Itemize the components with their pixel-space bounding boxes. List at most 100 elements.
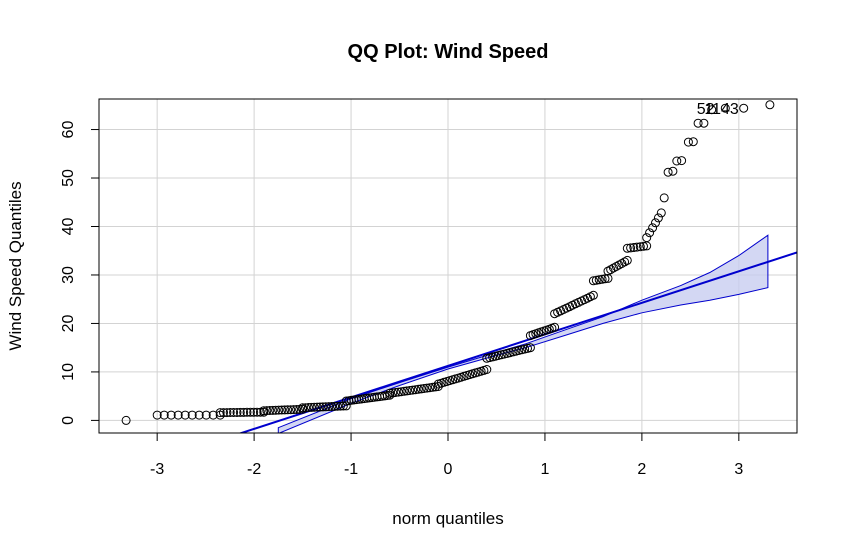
data-point <box>280 405 290 415</box>
data-point <box>651 218 660 228</box>
data-point <box>222 408 232 418</box>
data-point <box>265 406 275 415</box>
chart-title: QQ Plot: Wind Speed <box>348 41 549 63</box>
data-point <box>393 387 403 397</box>
data-point <box>396 387 406 397</box>
data-point <box>194 410 204 420</box>
data-point <box>635 242 645 252</box>
data-point <box>425 383 435 393</box>
grid-lines <box>99 99 797 433</box>
data-point <box>672 156 682 166</box>
data-point <box>249 407 259 417</box>
data-point <box>603 266 613 276</box>
data-point <box>603 273 613 283</box>
data-point <box>620 257 630 267</box>
data-point <box>166 410 176 420</box>
data-point <box>629 243 639 252</box>
data-point <box>324 402 334 412</box>
data-point <box>330 401 340 411</box>
data-point <box>239 407 249 417</box>
data-point <box>315 402 325 412</box>
y-tick-label: 20 <box>60 314 77 332</box>
data-point <box>283 405 293 415</box>
x-axis-label: norm quantiles <box>392 509 504 528</box>
data-point <box>663 167 673 177</box>
data-point <box>391 388 400 397</box>
data-point <box>252 407 262 417</box>
data-point <box>229 408 239 417</box>
data-point <box>656 208 666 218</box>
data-point <box>341 401 351 411</box>
x-tick-label: 0 <box>444 461 453 478</box>
data-point <box>289 405 299 415</box>
x-tick-label: -2 <box>247 461 261 478</box>
data-point <box>301 403 310 413</box>
data-point <box>600 274 610 284</box>
data-point <box>399 386 409 396</box>
data-point <box>274 405 284 415</box>
data-point <box>622 243 632 253</box>
y-tick-label: 30 <box>60 266 77 284</box>
data-point <box>321 402 331 412</box>
x-tick-label: -1 <box>344 461 358 478</box>
data-point <box>408 385 418 395</box>
data-point <box>648 223 658 233</box>
data-point <box>180 410 190 420</box>
data-point <box>327 402 337 411</box>
y-tick-label: 0 <box>60 416 77 425</box>
data-point <box>286 405 296 415</box>
y-tick-label: 40 <box>60 217 77 235</box>
data-point <box>606 265 616 275</box>
data-point <box>385 388 395 398</box>
data-point <box>594 275 604 285</box>
data-point <box>277 405 287 415</box>
data-point <box>219 408 228 418</box>
x-tick-label: 2 <box>637 461 646 478</box>
data-point <box>525 343 535 353</box>
data-point <box>298 403 308 413</box>
data-point <box>306 402 316 412</box>
data-point <box>588 276 598 286</box>
y-axis-ticks: 0 10 20 30 40 50 60 <box>60 121 100 425</box>
data-point <box>668 166 678 176</box>
data-point <box>201 410 211 420</box>
data-point <box>433 382 443 391</box>
plot-frame <box>98 98 798 434</box>
data-point <box>312 402 322 412</box>
data-point <box>152 410 162 420</box>
data-point <box>232 408 242 417</box>
data-point <box>699 118 709 128</box>
data-point <box>235 407 245 417</box>
y-tick-label: 50 <box>60 169 77 187</box>
data-point <box>617 259 627 268</box>
data-point <box>413 384 423 394</box>
data-point <box>402 386 412 396</box>
data-point <box>707 105 717 115</box>
data-point <box>259 406 269 416</box>
data-point <box>245 407 255 417</box>
data-points <box>121 100 775 425</box>
data-point <box>677 156 687 166</box>
x-tick-label: 3 <box>734 461 743 478</box>
data-point <box>739 103 749 113</box>
point-label: 1143 <box>704 101 739 118</box>
data-point <box>159 410 169 420</box>
x-tick-label: -3 <box>150 461 164 478</box>
data-point <box>242 407 252 417</box>
data-point <box>225 408 235 417</box>
data-point <box>187 410 197 420</box>
data-point <box>720 103 730 113</box>
data-point <box>622 255 632 265</box>
data-point <box>482 365 492 374</box>
data-point <box>292 405 302 414</box>
data-point <box>405 386 415 395</box>
data-point <box>173 410 183 420</box>
data-point <box>268 405 278 415</box>
data-point <box>653 213 663 223</box>
y-tick-label: 60 <box>60 121 77 139</box>
reference-line <box>238 251 797 433</box>
data-point <box>303 403 313 412</box>
data-point <box>611 262 621 271</box>
data-point <box>422 383 432 393</box>
